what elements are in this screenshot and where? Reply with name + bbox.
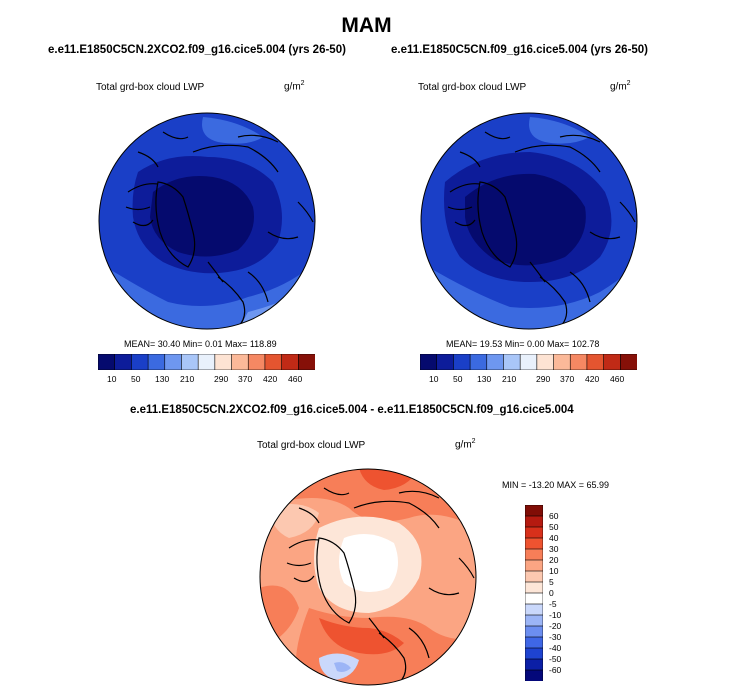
difference-colorbar [525,505,543,681]
panel-1-tick: 50 [131,374,141,384]
difference-tick: -20 [549,621,562,631]
panel-1-colorbar-swatch [281,354,299,370]
difference-tick: -40 [549,643,562,653]
panel-1-units: g/m2 [284,80,305,93]
difference-colorbar-swatch [525,537,543,550]
difference-colorbar-labels: 60 50 40 30 20 10 5 0 -5 -10 -20 -30 -40… [549,505,579,681]
panel-2-case-title: e.e11.E1850C5CN.f09_g16.cice5.004 (yrs 2… [391,44,649,56]
panel-2-stats: MEAN= 19.53 Min= 0.00 Max= 102.78 [446,339,600,349]
panel-2-tick: 10 [429,374,439,384]
panel-1-colorbar-swatch [264,354,283,370]
panel-2-colorbar-swatch [603,354,621,370]
difference-tick: 60 [549,511,559,521]
panel-1-colorbar-swatch [131,354,149,370]
panel-1-colorbar-swatch [247,354,266,370]
difference-colorbar-swatch [525,559,543,572]
difference-tick: -60 [549,665,562,675]
difference-tick: 50 [549,522,559,532]
difference-colorbar-swatch [525,658,543,671]
difference-tick: -5 [549,599,557,609]
difference-tick: -10 [549,610,562,620]
panel-2-colorbar-swatch [436,354,454,370]
panel-1-tick: 130 [155,374,170,384]
panel-1-colorbar-swatch [197,354,216,370]
difference-tick: 20 [549,555,559,565]
panel-1-tick: 460 [288,374,303,384]
panel-2-colorbar-swatch [469,354,488,370]
panel-2-tick: 370 [560,374,575,384]
difference-tick: 30 [549,544,559,554]
panel-1-colorbar-swatch [231,354,249,370]
panel-2-colorbar-swatch [586,354,605,370]
panel-2-tick: 50 [453,374,463,384]
panel-2-units: g/m2 [610,80,631,93]
difference-variable-label: Total grd-box cloud LWP [257,440,366,451]
panel-1-colorbar-swatch [181,354,199,370]
difference-colorbar-swatch [525,505,543,517]
panel-1-colorbar-swatch [147,354,166,370]
panel-2-colorbar-swatch [553,354,571,370]
difference-colorbar-swatch [525,515,543,528]
panel-1-tick: 10 [107,374,117,384]
difference-colorbar-swatch [525,625,543,638]
panel-2-colorbar-swatch [569,354,588,370]
panel-2-tick: 210 [502,374,517,384]
difference-tick: 0 [549,588,554,598]
panel-1-case-title: e.e11.E1850C5CN.2XCO2.f09_g16.cice5.004 … [48,44,346,56]
panel-2-variable-label: Total grd-box cloud LWP [418,82,527,93]
difference-colorbar-swatch [525,603,543,616]
difference-tick: 5 [549,577,554,587]
difference-colorbar-swatch [525,570,543,583]
difference-colorbar-swatch [525,669,543,681]
panel-2-tick: 460 [610,374,625,384]
panel-1-stats: MEAN= 30.40 Min= 0.01 Max= 118.89 [124,339,277,349]
panel-2-colorbar-swatch [420,354,438,370]
panel-2-colorbar-labels: 10 50 130 210 290 370 420 460 [420,374,637,386]
panel-1-colorbar [98,354,315,370]
panel-1-tick: 290 [214,374,229,384]
panel-2-colorbar [420,354,637,370]
panel-2-colorbar-swatch [519,354,538,370]
panel-2-colorbar-swatch [453,354,471,370]
panel-1-colorbar-swatch [298,354,315,370]
difference-tick: -30 [549,632,562,642]
difference-tick: 40 [549,533,559,543]
difference-tick: -50 [549,654,562,664]
panel-1-variable-label: Total grd-box cloud LWP [96,82,205,93]
panel-1-colorbar-labels: 10 50 130 210 290 370 420 460 [98,374,315,386]
difference-colorbar-swatch [525,581,543,594]
difference-colorbar-swatch [525,647,543,660]
panel-2-colorbar-swatch [503,354,521,370]
panel-1-tick: 420 [263,374,278,384]
difference-colorbar-swatch [525,548,543,561]
panel-2-polar-map [420,112,638,330]
panel-1-colorbar-swatch [164,354,183,370]
difference-tick: 10 [549,566,559,576]
difference-units: g/m2 [455,438,476,451]
panel-1-tick: 210 [180,374,195,384]
panel-1-colorbar-swatch [214,354,233,370]
panel-1-colorbar-swatch [98,354,116,370]
difference-colorbar-swatch [525,526,543,539]
panel-2-colorbar-swatch [486,354,505,370]
difference-case-title: e.e11.E1850C5CN.2XCO2.f09_g16.cice5.004 … [130,404,574,416]
difference-colorbar-swatch [525,592,543,605]
figure-title: MAM [341,14,392,37]
panel-2-tick: 420 [585,374,600,384]
panel-2-colorbar-swatch [536,354,555,370]
difference-polar-map [259,468,477,686]
difference-colorbar-swatch [525,614,543,627]
difference-stats: MIN = -13.20 MAX = 65.99 [502,480,610,490]
panel-2-tick: 290 [536,374,551,384]
panel-2-tick: 130 [477,374,492,384]
difference-colorbar-swatch [525,636,543,649]
panel-1-colorbar-swatch [114,354,132,370]
panel-2-colorbar-swatch [620,354,637,370]
panel-1-tick: 370 [238,374,253,384]
panel-1-polar-map [98,112,316,330]
